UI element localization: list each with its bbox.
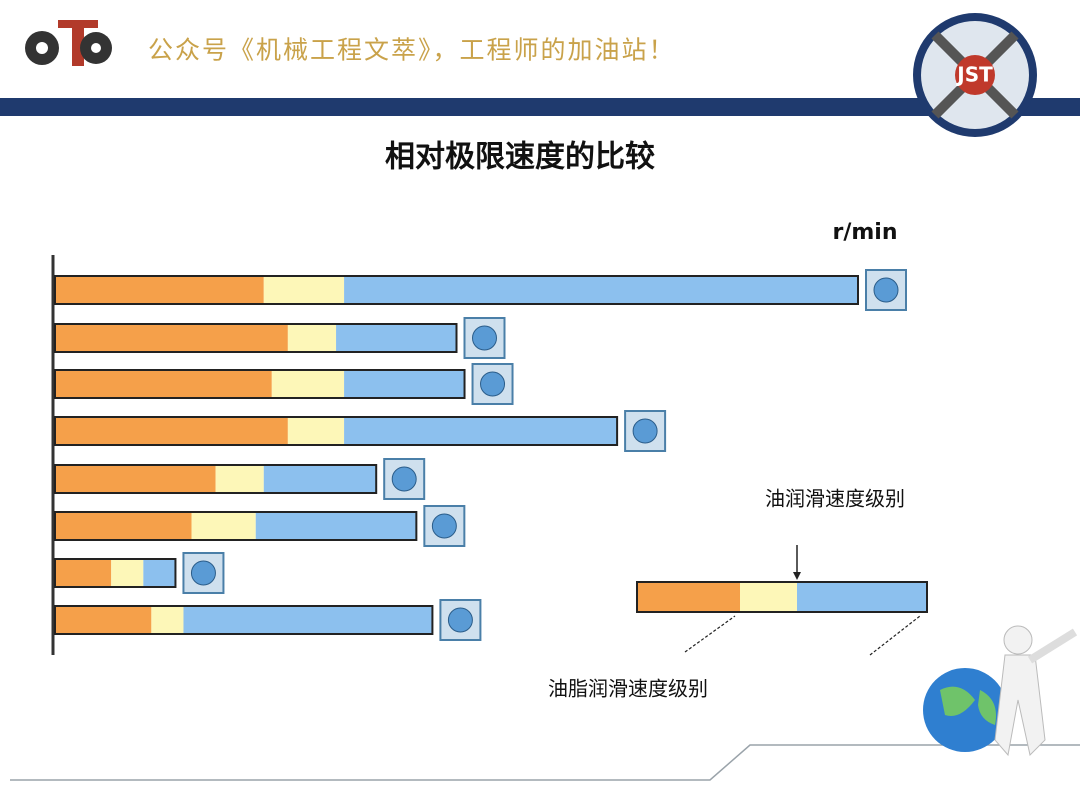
bar-outline	[54, 558, 177, 588]
header-text: 公众号《机械工程文萃》，工程师的加油站！	[148, 36, 676, 65]
bearing-icon	[383, 458, 426, 500]
bar-segment	[55, 559, 112, 587]
bar-segment	[344, 417, 618, 445]
legend-bar	[636, 545, 928, 656]
header-band	[0, 98, 1080, 116]
bar-segment	[143, 559, 176, 587]
jst-logo: JST	[913, 13, 1037, 137]
annotation: 油脂润滑速度级别	[548, 677, 708, 701]
bar-segment	[287, 324, 337, 352]
chart-title: 相对极限速度的比较	[385, 140, 655, 175]
bar-segment	[271, 370, 345, 398]
bearing-icon	[463, 317, 506, 359]
bearing-ball	[447, 607, 473, 633]
logo	[25, 20, 112, 66]
bar-outline	[54, 369, 466, 399]
bearing-ball	[873, 277, 899, 303]
bar-segment	[55, 512, 192, 540]
bar-outline	[54, 323, 458, 353]
bar-segment	[55, 324, 288, 352]
bar-outline	[54, 605, 434, 635]
bearing-icon	[439, 599, 482, 641]
bar-outline	[54, 275, 859, 305]
bar-outline	[54, 416, 619, 446]
bearing-housing	[439, 599, 482, 641]
bar-segment	[263, 276, 345, 304]
bar-segment	[287, 417, 345, 445]
bar-segment	[55, 276, 264, 304]
bar-segment	[55, 370, 272, 398]
bar-segment	[111, 559, 144, 587]
bar-outline	[54, 511, 418, 541]
footer-line	[10, 744, 1080, 781]
bearing-housing	[624, 410, 667, 452]
bar-segment	[215, 465, 264, 493]
bearing-icon	[865, 269, 907, 311]
bar-segment	[191, 512, 256, 540]
bearing-icon	[182, 552, 225, 594]
bearing-icon	[423, 505, 466, 547]
bar-segment	[336, 324, 457, 352]
bar-segment	[344, 276, 859, 304]
bar-segment	[263, 465, 377, 493]
bar-segment	[55, 417, 288, 445]
bar-outline	[54, 464, 378, 494]
bearing-ball	[632, 418, 658, 444]
bar-segment	[55, 606, 152, 634]
bearing-ball	[391, 466, 417, 492]
figure-illustration	[923, 625, 1078, 757]
svg-text:JST: JST	[955, 63, 993, 87]
bearing-icon	[471, 363, 514, 405]
bearing-icon	[624, 410, 667, 452]
bar-segment	[183, 606, 433, 634]
bearing-ball	[480, 371, 506, 397]
annotation: 油润滑速度级别	[765, 487, 905, 511]
bearing-ball	[472, 325, 497, 351]
bar-segment	[151, 606, 184, 634]
bar-segment	[255, 512, 417, 540]
bearing-ball	[190, 560, 216, 586]
bar-segment	[344, 370, 465, 398]
unit-label: r/min	[832, 220, 897, 245]
bearing-ball	[431, 513, 457, 539]
bar-segment	[55, 465, 216, 493]
